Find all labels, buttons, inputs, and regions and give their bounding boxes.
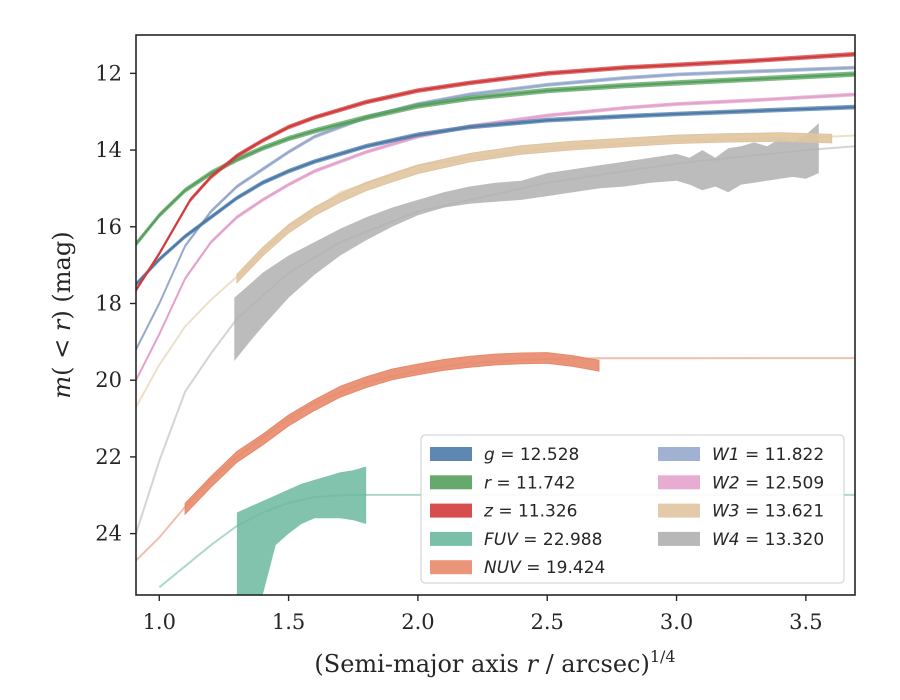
series-z	[136, 51, 855, 293]
legend-value: = 12.509	[740, 473, 825, 493]
legend-value: = 11.822	[740, 445, 825, 465]
x-tick-label: 3.0	[660, 610, 693, 634]
legend-entry-w4: W4 = 13.320	[658, 530, 824, 550]
y-tick-label: 14	[95, 138, 122, 162]
y-tick-label: 24	[95, 522, 122, 546]
y-axis-title: m( < r) (mag)	[48, 231, 76, 398]
legend-entry-r: r = 11.742	[430, 473, 576, 493]
series-layer	[136, 51, 855, 595]
legend-label: W4 = 13.320	[712, 530, 824, 550]
legend-band-name: r	[484, 473, 492, 493]
legend-label: W3 = 13.621	[712, 502, 824, 522]
y-tick-label: 16	[95, 215, 122, 239]
x-tick-label: 1.0	[143, 610, 176, 634]
legend-swatch	[430, 475, 472, 490]
legend-band-name: z	[483, 502, 494, 522]
legend-value: = 11.326	[493, 502, 578, 522]
x-tick-label: 2.0	[401, 610, 434, 634]
series-g	[136, 104, 855, 287]
series-w4-band	[234, 123, 819, 361]
y-tick-label: 18	[95, 291, 122, 315]
legend-entry-nuv: NUV = 19.424	[430, 558, 605, 578]
legend-frame	[420, 434, 845, 584]
legend-label: W1 = 11.822	[712, 445, 824, 465]
series-w2	[136, 92, 855, 383]
y-tick-label: 22	[95, 445, 122, 469]
x-tick-label: 3.5	[789, 610, 822, 634]
legend-value: = 22.988	[518, 530, 603, 550]
legend-band-name: W2	[712, 473, 740, 493]
x-axis-title-var: r	[526, 650, 539, 678]
series-nuv-band	[184, 352, 600, 516]
legend-label: W2 = 12.509	[712, 473, 824, 493]
series-g-line	[136, 106, 855, 285]
legend-value: = 13.621	[740, 502, 825, 522]
legend-entry-z: z = 11.326	[430, 502, 577, 522]
legend-swatch	[430, 447, 472, 461]
legend-entry-g: g = 12.528	[430, 445, 579, 465]
series-nuv	[136, 352, 855, 562]
legend-band-name: NUV	[484, 558, 522, 578]
y-axis-title-lt: ( <	[48, 331, 76, 376]
legend-value: = 19.424	[521, 558, 606, 578]
y-tick-label: 12	[95, 61, 122, 85]
y-axis-title-unit: (mag)	[48, 231, 76, 310]
legend-label: r = 11.742	[484, 473, 576, 493]
legend-entry-w1: W1 = 11.822	[658, 445, 824, 465]
x-tick-label: 1.5	[272, 610, 305, 634]
plot-frame	[135, 34, 856, 596]
legend-value: = 12.528	[495, 445, 580, 465]
legend-swatch	[658, 503, 700, 518]
y-axis-title-close: )	[48, 310, 76, 319]
legend-label: z = 11.326	[483, 502, 577, 522]
legend-band-name: W1	[712, 445, 740, 465]
legend-label: FUV = 22.988	[484, 530, 602, 550]
series-r-line	[136, 73, 855, 245]
legend-label: NUV = 19.424	[484, 558, 605, 578]
ticks-layer: 1.0 1.5 2.0 2.5 3.0 3.5 12 14 16 18 20 22 24	[95, 61, 822, 634]
series-fuv-band	[236, 466, 367, 595]
x-axis-title-exponent: 1/4	[650, 647, 676, 666]
series-w4	[136, 123, 855, 534]
legend-swatch	[430, 560, 472, 575]
legend-label: g = 12.528	[484, 445, 579, 465]
x-tick-label: 2.5	[531, 610, 564, 634]
series-w2-line	[136, 93, 855, 381]
legend-entry-w2: W2 = 12.509	[658, 473, 824, 493]
x-axis-title-part-1: (Semi-major axis	[314, 650, 526, 678]
legend-swatch	[430, 503, 472, 518]
y-axis-title-r: r	[48, 318, 76, 331]
legend-band-name: W4	[712, 530, 740, 550]
legend-swatch	[658, 531, 700, 546]
legend-band-name: g	[484, 445, 495, 465]
legend-band-name: W3	[712, 502, 740, 522]
legend-band-name: FUV	[484, 530, 519, 550]
series-w3	[136, 132, 855, 408]
y-axis-title-m: m	[48, 376, 76, 399]
x-axis-title: (Semi-major axis r / arcsec)1/4	[314, 647, 675, 678]
legend-value: = 11.742	[491, 473, 576, 493]
x-axis-title-part-3: / arcsec)	[538, 650, 650, 678]
y-tick-label: 20	[95, 368, 122, 392]
series-r	[136, 71, 855, 247]
legend-swatch	[658, 475, 700, 490]
legend-entry-fuv: FUV = 22.988	[430, 530, 602, 550]
series-z-line	[136, 53, 855, 291]
series-w3-band	[236, 132, 833, 285]
legend-swatch	[430, 531, 472, 546]
legend-value: = 13.320	[740, 530, 825, 550]
legend-entry-w3: W3 = 13.621	[658, 502, 824, 522]
legend-swatch	[658, 447, 700, 461]
